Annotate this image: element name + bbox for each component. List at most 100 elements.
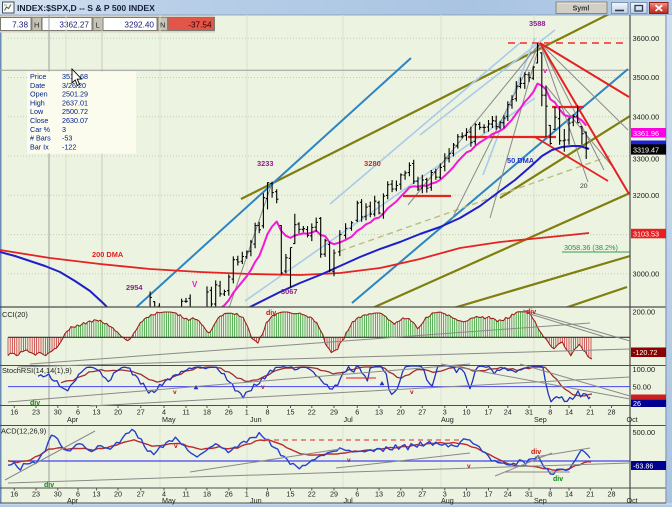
svg-text:Jun: Jun (250, 415, 262, 424)
svg-text:29: 29 (330, 490, 338, 499)
svg-text:15: 15 (287, 408, 295, 417)
svg-text:Apr: Apr (67, 496, 79, 505)
svg-text:3292.40: 3292.40 (124, 20, 154, 29)
svg-text:Price: Price (30, 72, 46, 81)
svg-text:H: H (34, 20, 39, 29)
svg-text:Aug: Aug (441, 496, 454, 505)
svg-text:200.00: 200.00 (633, 308, 656, 317)
svg-text:27: 27 (137, 490, 145, 499)
svg-text:v: v (467, 463, 471, 470)
svg-text:26: 26 (225, 490, 233, 499)
svg-text:Low: Low (30, 107, 44, 116)
svg-text:24: 24 (504, 490, 512, 499)
svg-text:21: 21 (586, 408, 594, 417)
svg-text:26: 26 (633, 399, 641, 408)
svg-text:2501.29: 2501.29 (62, 90, 88, 99)
svg-text:Bar Ix: Bar Ix (30, 142, 49, 151)
svg-text:3319.47: 3319.47 (633, 145, 659, 154)
svg-text:8: 8 (548, 490, 552, 499)
svg-text:11: 11 (182, 408, 189, 417)
svg-text:1: 1 (245, 490, 249, 499)
svg-text:v: v (173, 389, 177, 396)
svg-text:3000.00: 3000.00 (633, 269, 660, 278)
svg-text:v: v (347, 457, 351, 464)
svg-text:3500.00: 3500.00 (633, 73, 660, 82)
svg-text:-120.72: -120.72 (633, 348, 657, 357)
svg-text:29: 29 (330, 408, 338, 417)
svg-text:13: 13 (375, 490, 383, 499)
svg-text:13: 13 (375, 408, 383, 417)
svg-text:27: 27 (137, 408, 145, 417)
svg-text:16: 16 (10, 408, 18, 417)
svg-text:div: div (266, 310, 276, 317)
svg-text:High: High (30, 98, 45, 107)
svg-text:10: 10 (463, 490, 471, 499)
svg-text:3300.00: 3300.00 (633, 155, 660, 164)
svg-text:50.00: 50.00 (633, 383, 652, 392)
svg-text:Syml: Syml (573, 6, 590, 13)
svg-text:20: 20 (114, 490, 122, 499)
svg-text:31: 31 (525, 408, 533, 417)
svg-text:INDEX:$SPX,D -- S & P 500 INDE: INDEX:$SPX,D -- S & P 500 INDEX (17, 3, 155, 13)
svg-text:div: div (553, 476, 563, 483)
svg-text:L: L (96, 20, 100, 29)
svg-text:17: 17 (485, 408, 493, 417)
svg-text:3103.53: 3103.53 (633, 230, 659, 239)
svg-text:3600.00: 3600.00 (633, 34, 660, 43)
svg-text:3588: 3588 (529, 19, 545, 28)
svg-text:500.00: 500.00 (633, 428, 656, 437)
svg-text:6: 6 (355, 490, 359, 499)
svg-text:1: 1 (245, 408, 249, 417)
svg-text:Oct: Oct (627, 496, 638, 505)
svg-text:20: 20 (580, 183, 588, 190)
svg-text:7.38: 7.38 (12, 20, 28, 29)
svg-text:22: 22 (308, 408, 316, 417)
svg-text:May: May (162, 415, 176, 424)
svg-text:3067: 3067 (281, 287, 297, 296)
svg-text:2637.01: 2637.01 (62, 98, 88, 107)
svg-text:3280: 3280 (364, 159, 381, 168)
svg-text:3058.36 (38.2%): 3058.36 (38.2%) (564, 243, 618, 252)
svg-text:V: V (192, 280, 198, 289)
svg-text:11: 11 (182, 490, 189, 499)
svg-text:div: div (44, 482, 54, 489)
svg-text:30: 30 (54, 490, 62, 499)
svg-text:50 DMA: 50 DMA (507, 156, 535, 165)
svg-text:15: 15 (287, 490, 295, 499)
svg-text:div: div (531, 449, 541, 456)
svg-text:31: 31 (525, 490, 533, 499)
svg-text:24: 24 (504, 408, 512, 417)
svg-text:14: 14 (565, 490, 573, 499)
svg-text:13: 13 (93, 408, 101, 417)
svg-text:3: 3 (62, 125, 66, 134)
svg-text:Apr: Apr (67, 415, 79, 424)
svg-text:-53: -53 (62, 134, 72, 143)
svg-text:20: 20 (397, 490, 405, 499)
svg-text:27: 27 (418, 490, 426, 499)
svg-text:16: 16 (10, 490, 18, 499)
svg-text:Sep: Sep (534, 496, 547, 505)
svg-text:23: 23 (32, 490, 40, 499)
svg-text:Date: Date (30, 81, 45, 90)
svg-text:Aug: Aug (441, 415, 454, 424)
svg-text:26: 26 (225, 408, 233, 417)
svg-text:2630.07: 2630.07 (62, 116, 88, 125)
svg-text:-122: -122 (62, 142, 76, 151)
svg-text:ACD(12,26,9): ACD(12,26,9) (1, 427, 46, 436)
svg-text:-63.86: -63.86 (633, 461, 653, 470)
svg-text:100.00: 100.00 (633, 365, 656, 374)
svg-text:27: 27 (418, 408, 426, 417)
svg-text:v: v (261, 384, 265, 391)
svg-text:6: 6 (355, 408, 359, 417)
svg-text:CCI(20): CCI(20) (2, 310, 28, 319)
svg-text:Close: Close (30, 116, 48, 125)
svg-text:18: 18 (203, 408, 211, 417)
svg-text:Jun: Jun (250, 496, 262, 505)
svg-text:3233: 3233 (257, 159, 273, 168)
svg-text:StochRSI(14,14(1),9): StochRSI(14,14(1),9) (2, 366, 72, 375)
svg-text:v: v (174, 443, 178, 450)
svg-text:2954: 2954 (126, 283, 143, 292)
svg-text:Car %: Car % (30, 125, 51, 134)
svg-text:30: 30 (54, 408, 62, 417)
svg-text:# Bars: # Bars (30, 134, 51, 143)
